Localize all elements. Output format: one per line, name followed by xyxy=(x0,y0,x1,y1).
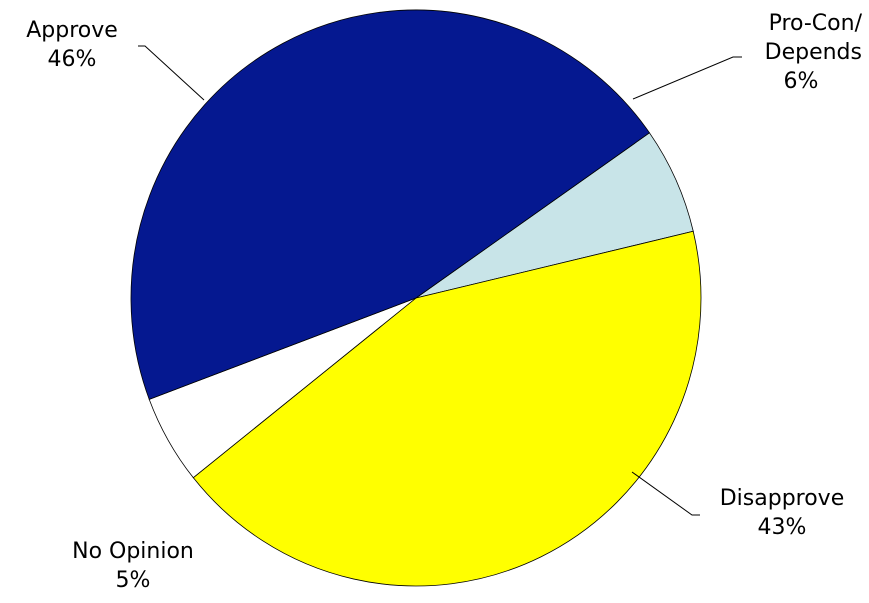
slice-labels: Pro-Con/Depends 6% Disapprove 43% No Opinion… xyxy=(26,11,862,593)
slice-percent-pro-con-depends: 6% xyxy=(784,69,819,94)
slice-approve xyxy=(130,9,651,400)
pie-slices xyxy=(130,9,702,587)
leader-line-disapprove xyxy=(631,471,700,516)
slice-label-disapprove: Disapprove 43% xyxy=(720,486,845,540)
slice-percent-no-opinion: 5% xyxy=(116,568,151,593)
slice-name-approve: Approve xyxy=(26,18,118,43)
slice-percent-disapprove: 43% xyxy=(758,515,807,540)
slice-disapprove xyxy=(192,230,702,587)
slice-name-pro-con-depends: Depends xyxy=(765,40,862,65)
slice-label-pro-con-depends: Pro-Con/Depends 6% xyxy=(765,11,863,94)
label-leader-lines xyxy=(138,45,742,516)
slice-label-approve: Approve 46% xyxy=(26,18,118,72)
slice-label-no-opinion: No Opinion 5% xyxy=(72,539,194,593)
leader-line-approve xyxy=(138,45,205,101)
leader-line-pro-con-depends xyxy=(632,56,742,100)
slice-percent-approve: 46% xyxy=(48,47,97,72)
slice-name-no-opinion: No Opinion xyxy=(72,539,194,564)
slice-name-disapprove: Disapprove xyxy=(720,486,845,511)
slice-name-pro-con-depends: Pro-Con/ xyxy=(769,11,863,36)
